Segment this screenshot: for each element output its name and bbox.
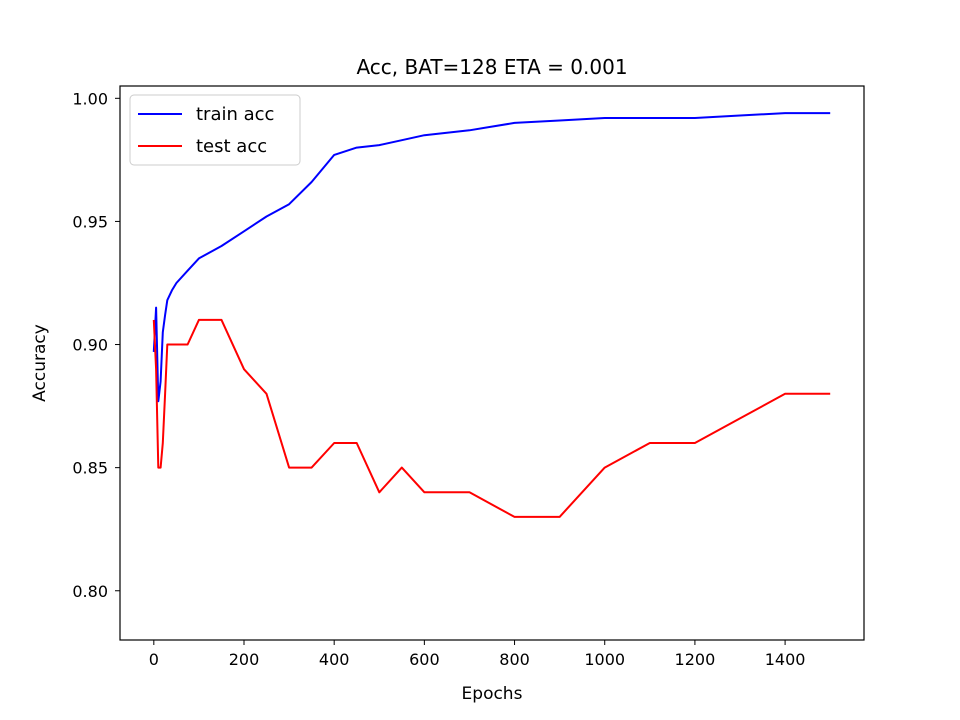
x-tick-label: 0 [149,650,159,669]
chart-title: Acc, BAT=128 ETA = 0.001 [356,55,627,79]
legend-label-1: test acc [196,136,267,157]
plot-frame [119,85,865,641]
series-line-0 [152,112,831,403]
y-tick-label: 0.80 [72,582,108,601]
legend-label-0: train acc [196,104,274,125]
y-tick-label: 1.00 [72,89,108,108]
series-line-1 [152,318,831,518]
legend: train acc test acc [129,94,301,166]
y-tick-label: 0.85 [72,459,108,478]
x-tick-label: 400 [319,650,350,669]
legend-box [129,94,301,166]
x-tick-label: 600 [409,650,440,669]
x-axis-label: Epochs [462,684,523,704]
x-tick-label: 200 [229,650,260,669]
y-tick-label: 0.95 [72,212,108,231]
x-tick-label: 1000 [584,650,625,669]
x-tick-label: 1400 [765,650,806,669]
x-tick-label: 1200 [675,650,716,669]
y-tick-label: 0.90 [72,336,108,355]
y-axis-label: Accuracy [30,324,50,402]
x-tick-label: 800 [499,650,530,669]
